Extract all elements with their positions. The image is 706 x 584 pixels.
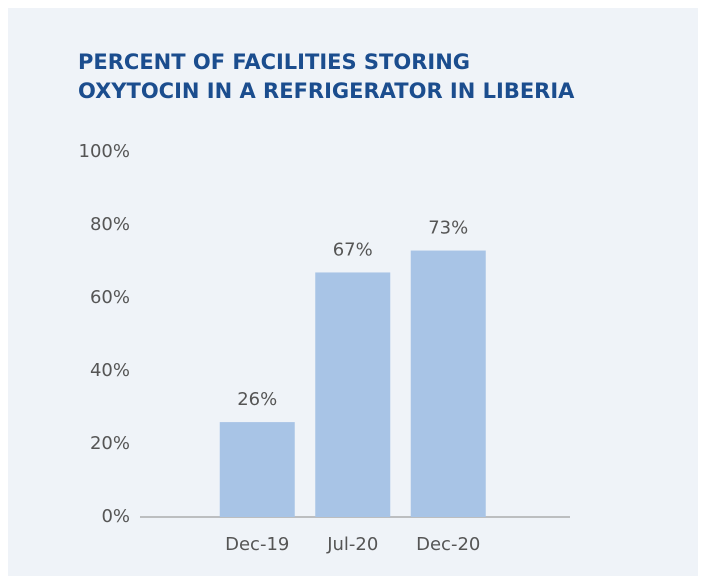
bar (219, 422, 295, 517)
y-tick-label: 0% (101, 506, 130, 527)
bar (410, 250, 486, 518)
y-tick-label: 20% (90, 433, 130, 454)
value-label: 67% (333, 239, 373, 260)
y-tick-label: 100% (79, 141, 130, 162)
chart-title: OXYTOCIN IN A REFRIGERATOR IN LIBERIA (78, 79, 575, 103)
chart-title: PERCENT OF FACILITIES STORING (78, 50, 470, 74)
y-tick-label: 60% (90, 287, 130, 308)
x-tick-label: Dec-20 (416, 534, 480, 555)
value-label: 26% (237, 389, 277, 410)
value-label: 73% (428, 218, 468, 239)
bar (315, 272, 391, 517)
y-tick-label: 40% (90, 360, 130, 381)
x-tick-label: Dec-19 (225, 534, 289, 555)
y-tick-label: 80% (90, 214, 130, 235)
x-tick-label: Jul-20 (326, 534, 378, 555)
